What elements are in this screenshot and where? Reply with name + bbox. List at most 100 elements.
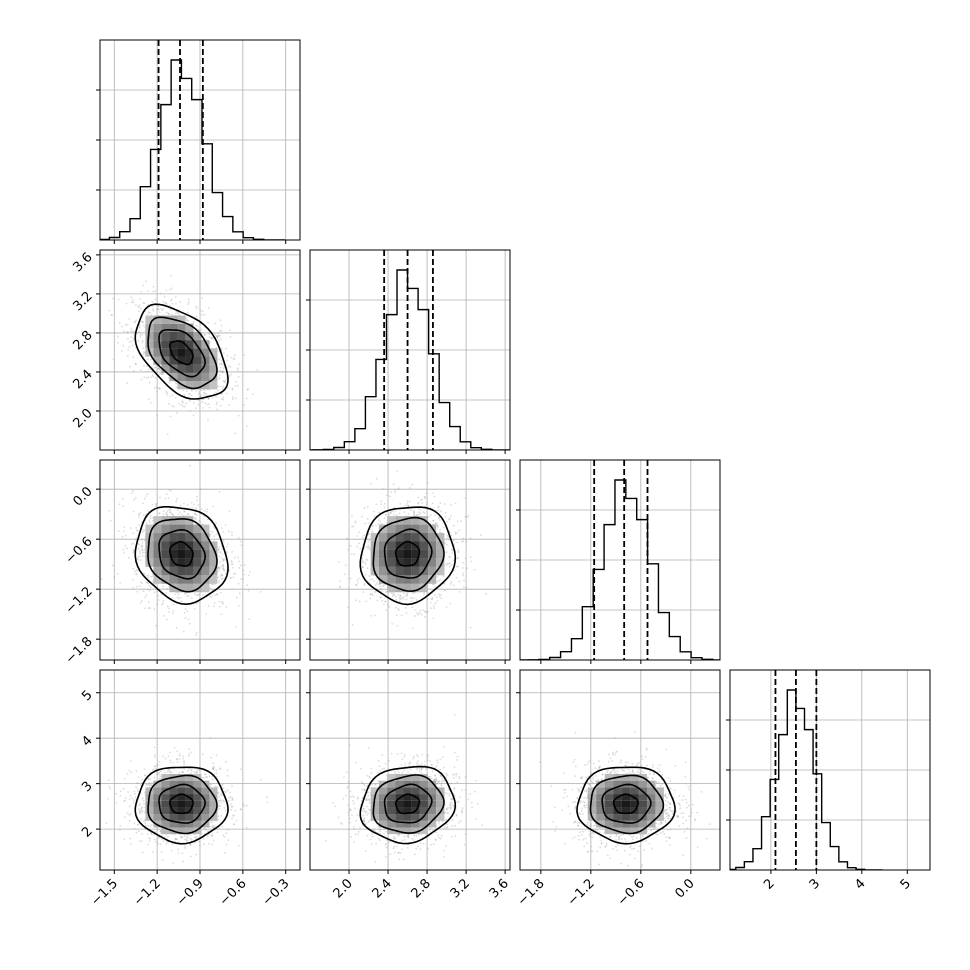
scatter-point [212, 768, 215, 771]
scatter-point [197, 399, 200, 401]
scatter-point [162, 510, 165, 513]
scatter-point [222, 386, 225, 388]
scatter-point [220, 348, 223, 351]
scatter-point [455, 576, 458, 579]
scatter-point [139, 335, 142, 338]
scatter-point [219, 575, 222, 577]
contour-1 [158, 329, 206, 378]
scatter-point [220, 347, 223, 350]
scatter-point [148, 584, 151, 587]
scatter-point [419, 508, 422, 511]
scatter-point [135, 572, 138, 575]
contour-2 [147, 316, 218, 390]
scatter-point [128, 819, 131, 822]
scatter-point [205, 393, 208, 396]
scatter-point [141, 334, 143, 337]
scatter-point [225, 570, 228, 573]
scatter-point [176, 497, 178, 500]
scatter-point [210, 835, 213, 837]
scatter-point [361, 557, 364, 559]
density-block [177, 372, 186, 382]
scatter-point [176, 760, 179, 763]
scatter-point [160, 307, 162, 310]
scatter-point [217, 332, 220, 335]
density-block [209, 549, 218, 559]
density-block [185, 549, 194, 559]
scatter-point [450, 515, 452, 518]
scatter-point [393, 594, 396, 597]
scatter-point [371, 531, 374, 534]
density-block [177, 524, 186, 534]
density-block [153, 348, 162, 357]
density-block [387, 549, 396, 559]
scatter-point [434, 602, 437, 605]
scatter-point [141, 539, 143, 542]
scatter-point [172, 514, 175, 516]
scatter-point [366, 518, 369, 520]
scatter-point [170, 298, 173, 301]
scatter-point [161, 859, 164, 861]
scatter-point [123, 838, 126, 841]
density-block [177, 558, 186, 567]
scatter-point [129, 760, 132, 763]
scatter-point [234, 432, 237, 435]
scatter-point [369, 593, 372, 596]
scatter-point [231, 785, 233, 788]
density-block [193, 364, 202, 373]
scatter-point [145, 513, 148, 515]
scatter-point [232, 576, 235, 579]
scatter-point [221, 574, 224, 577]
scatter-point [218, 567, 221, 570]
scatter-point [116, 342, 119, 344]
scatter-point [236, 367, 239, 370]
scatter-point [137, 516, 140, 519]
scatter-point [225, 551, 228, 553]
density-block [193, 340, 202, 349]
density-block [177, 533, 186, 542]
scatter-point [452, 559, 455, 562]
scatter-point [126, 330, 129, 333]
scatter-point [186, 512, 189, 515]
density-block [395, 566, 404, 576]
scatter-point [189, 843, 191, 846]
scatter-point [167, 509, 170, 511]
scatter-point [139, 784, 142, 786]
scatter-point [232, 573, 235, 575]
scatter-point [142, 800, 145, 802]
scatter-point [222, 602, 225, 605]
density-block [395, 549, 404, 559]
density-block [169, 533, 178, 542]
scatter-point [213, 583, 216, 586]
scatter-point [147, 376, 150, 378]
scatter-point [438, 531, 441, 534]
scatter-point [122, 505, 125, 508]
scatter-point [146, 574, 148, 577]
scatter-point [452, 584, 455, 587]
scatter-point [164, 771, 166, 774]
scatter-point [143, 351, 145, 354]
scatter-point [128, 798, 131, 800]
scatter-point [221, 558, 224, 561]
scatter-point [142, 551, 145, 554]
scatter-point [375, 577, 378, 580]
scatter-point [141, 833, 143, 835]
scatter-point [419, 512, 422, 515]
scatter-point [147, 778, 150, 781]
scatter-point [379, 588, 382, 591]
scatter-point [444, 516, 447, 519]
scatter-point [139, 512, 142, 514]
scatter-point [195, 307, 198, 310]
y-tick-label: 2.8 [70, 328, 95, 353]
scatter-point [156, 764, 159, 767]
scatter-point [150, 358, 152, 360]
scatter-point [157, 599, 160, 601]
density-block [403, 566, 412, 576]
scatter-point [184, 845, 187, 848]
scatter-point [190, 394, 193, 397]
scatter-point [187, 303, 189, 306]
scatter-point [134, 362, 137, 365]
scatter-point [372, 580, 375, 582]
density-block [169, 516, 178, 525]
scatter-point [377, 519, 380, 521]
density-block [193, 348, 202, 357]
